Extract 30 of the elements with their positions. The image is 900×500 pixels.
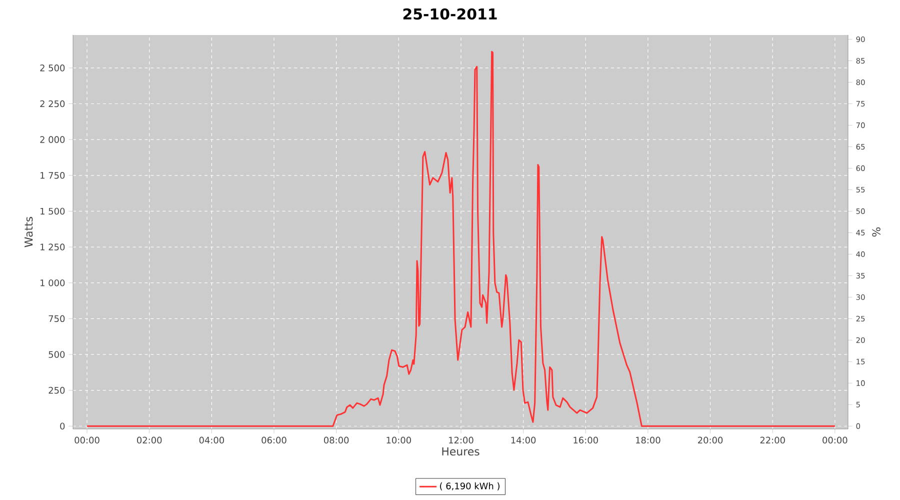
chart-title: 25-10-2011 — [403, 8, 497, 20]
x-tick-label: 16:00 — [574, 436, 598, 444]
x-tick-label: 12:00 — [449, 436, 474, 444]
line-series — [86, 50, 836, 427]
y-tick-label: 2 500 — [40, 64, 65, 72]
x-tick-label: 04:00 — [199, 436, 224, 444]
y-tick-label: 1 500 — [40, 208, 65, 215]
y-axis-title: Watts — [24, 216, 33, 248]
x-tick-label: 20:00 — [698, 436, 723, 444]
y2-axis-title: % — [872, 227, 880, 237]
legend-label: ( 6,190 kWh ) — [440, 482, 500, 490]
y-tick-label: 1 750 — [40, 172, 65, 179]
x-tick-label: 00:00 — [822, 436, 848, 444]
x-axis-title: Heures — [442, 447, 480, 456]
y-tick-label: 2 250 — [40, 100, 65, 108]
x-tick-label: 14:00 — [511, 436, 536, 444]
y-tick-label: 1 250 — [40, 244, 65, 250]
y-tick-label: 750 — [48, 315, 65, 322]
x-tick-label: 08:00 — [324, 436, 349, 444]
x-tick-label: 06:00 — [262, 436, 286, 444]
y-tick-label: 0 — [60, 422, 65, 430]
x-tick-label: 22:00 — [760, 436, 785, 444]
x-tick-label: 18:00 — [636, 436, 660, 444]
y-tick-label: 500 — [48, 351, 65, 358]
x-tick-label: 02:00 — [137, 436, 162, 444]
x-tick-label: 10:00 — [386, 436, 411, 444]
y-tick-label: 2 000 — [40, 136, 65, 143]
y-tick-label: 250 — [48, 386, 65, 394]
x-tick-label: 00:00 — [74, 436, 100, 444]
y-tick-label: 1 000 — [40, 279, 65, 286]
